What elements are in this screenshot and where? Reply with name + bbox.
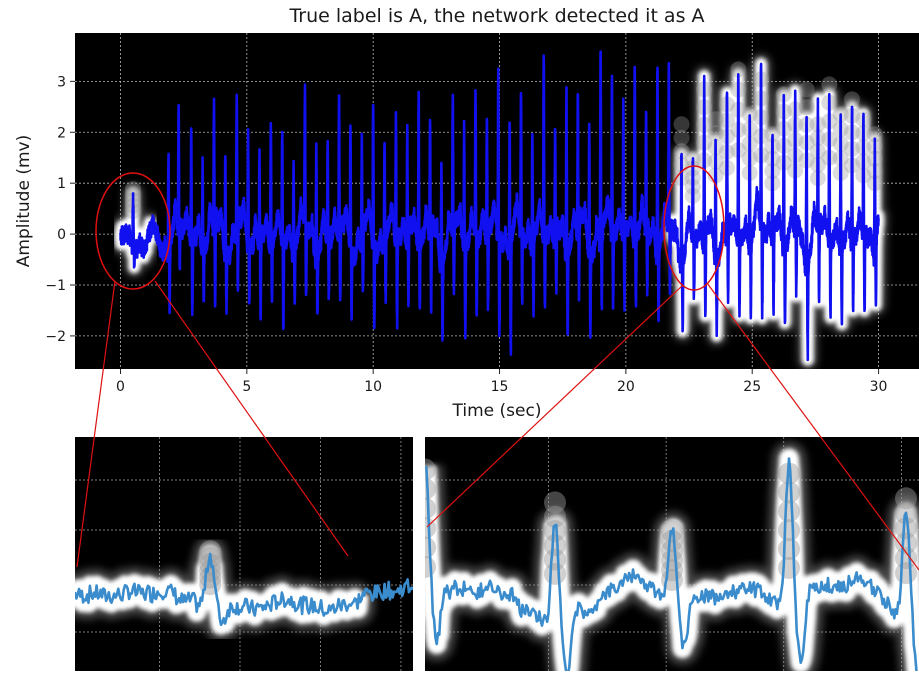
inset-highlight-disk [895,517,917,540]
zoom-inset-left [75,437,413,671]
inset-highlight-disk [778,519,800,542]
y-tick-label: 2 [57,125,66,141]
x-tick-label: 15 [491,379,509,395]
inset-highlight-disk [425,556,436,578]
inset-highlight-disk [778,481,800,504]
zoom-connector-line [154,280,349,557]
highlight-disk [125,181,142,198]
inset-highlight-disk [778,556,800,579]
highlight-disk [821,76,838,93]
zoom-ellipse-left [95,172,171,290]
inset-highlight-disk [544,534,566,557]
x-tick-label: 25 [743,379,761,395]
y-axis: −2 −1 0 1 2 3 [45,74,75,345]
x-tick-label: 5 [242,379,251,395]
ecg-signal-line [119,50,880,362]
zoom-ellipse-right [663,165,725,291]
highlight-disk [707,125,724,142]
highlight-disk [673,116,690,133]
chart-title: True label is A, the network detected it… [288,5,704,27]
inset-highlight-disk [661,530,683,552]
inset-highlight-disk [425,517,436,539]
inset-highlight-disk [778,538,800,560]
highlight-disk [798,99,815,116]
inset-highlight-disk [544,505,566,528]
x-tick-label: 0 [116,379,125,395]
inset-highlight-disk [544,548,566,571]
zoom-connector-line [76,280,116,568]
zoom-connector-line [706,282,919,571]
y-tick-label: −2 [45,329,66,345]
inset-highlight-disk [895,532,917,555]
highlight-disk [707,111,724,128]
highlight-disk [730,61,747,78]
inset-ecg-line [425,457,918,671]
inset-highlight-disk [544,520,566,542]
y-axis-label: Amplitude (mv) [14,135,34,267]
zoom-connector-line [426,284,684,528]
x-axis-label: Time (sec) [452,401,542,421]
main-signal-layer [110,50,889,369]
y-tick-label: 1 [57,176,66,192]
zoom-inset-left-signal [75,537,413,642]
highlight-disk [673,143,690,160]
x-tick-label: 20 [617,379,635,395]
inset-highlight-disk [425,458,436,481]
y-tick-label: 3 [57,74,66,90]
highlight-disk [866,126,883,143]
inset-highlight-disk [895,487,917,510]
highlight-disk [844,91,860,108]
zoom-annotations [76,165,919,571]
x-tick-label: 10 [364,379,382,395]
inset-highlight-disk [425,497,436,520]
x-axis: 0 5 10 15 20 25 30 [116,369,887,395]
inset-highlight-disk [778,500,800,523]
inset-highlight-disk [661,539,683,562]
inset-highlight-disk [425,536,436,559]
inset-highlight-disk [544,491,566,514]
y-tick-label: 0 [57,227,66,243]
inset-highlight-disk [425,478,436,500]
x-tick-label: 30 [870,379,888,395]
inset-highlight-disk [199,540,222,563]
highlight-disk [673,129,690,146]
y-tick-label: −1 [45,278,66,294]
zoom-inset-right-signal [425,441,919,671]
highlight-disk [798,81,815,98]
inset-ecg-line [75,552,413,627]
